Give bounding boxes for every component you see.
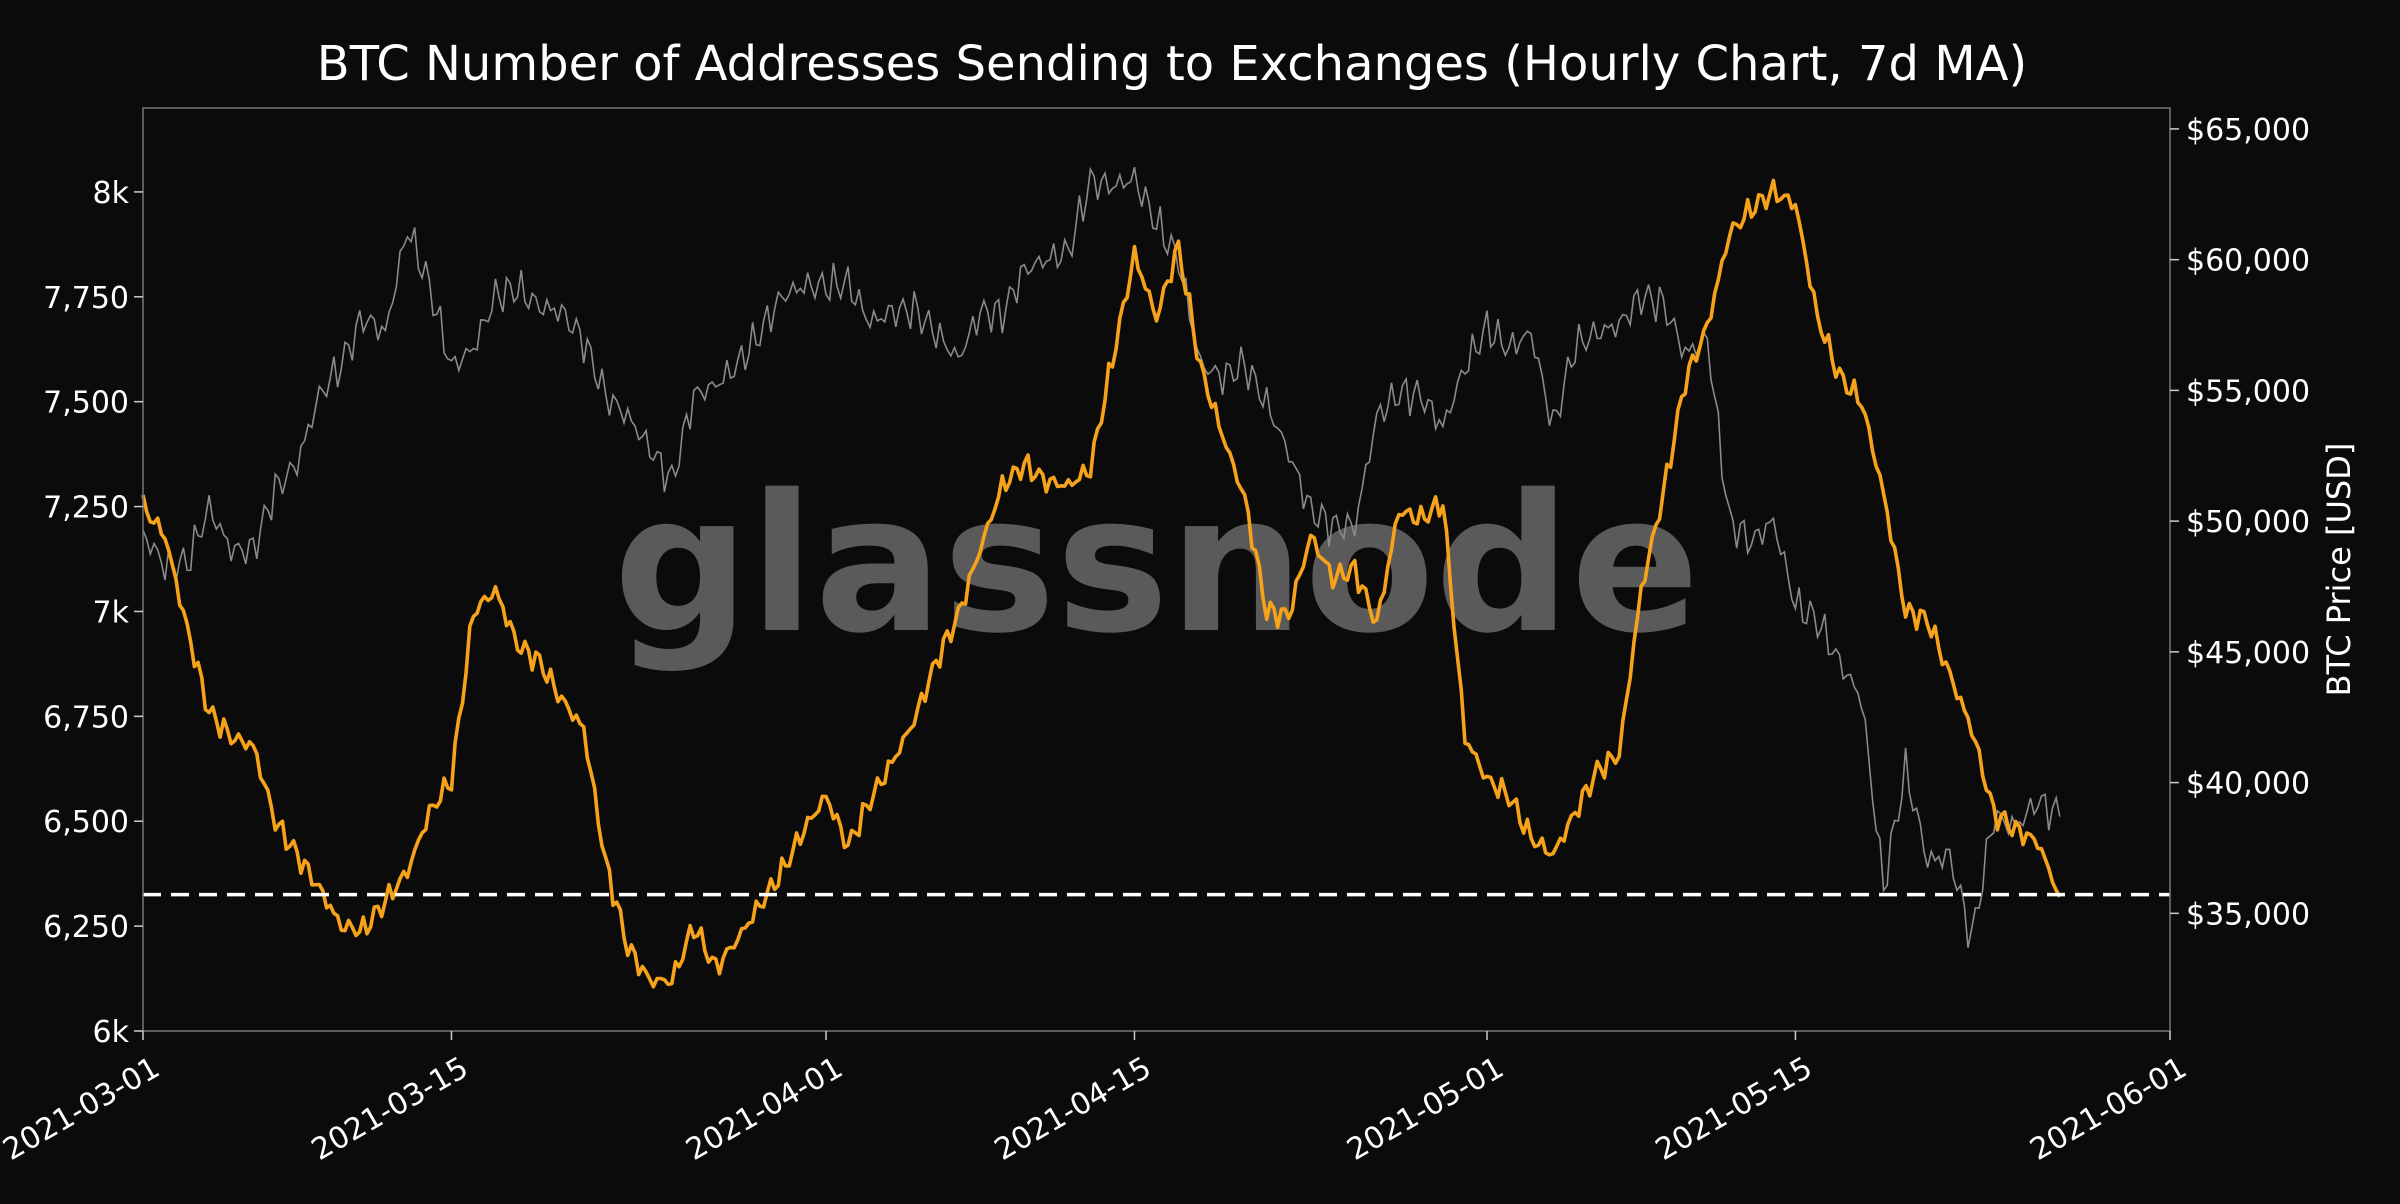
right-axis-tick-label: $35,000	[2186, 897, 2310, 932]
right-axis-tick-label: $60,000	[2186, 244, 2310, 279]
left-axis-tick-label: 7k	[93, 595, 130, 630]
left-axis-tick-label: 6,500	[43, 805, 129, 840]
left-axis-tick-label: 6,250	[43, 910, 129, 945]
left-axis-tick-label: 7,750	[43, 281, 129, 316]
left-axis-tick-label: 7,250	[43, 491, 129, 526]
right-axis-tick-label: $45,000	[2186, 636, 2310, 671]
addresses-line	[141, 178, 2062, 989]
right-axis-tick-label: $65,000	[2186, 113, 2310, 148]
right-axis-tick-label: $40,000	[2186, 767, 2310, 802]
plot-frame	[142, 107, 2171, 1032]
right-axis-label: BTC Price [USD]	[2320, 443, 2358, 697]
chart-title: BTC Number of Addresses Sending to Excha…	[317, 36, 2027, 92]
left-axis-tick-label: 8k	[93, 176, 130, 211]
watermark-text: glassnode	[613, 454, 1699, 675]
btc-price-line	[142, 166, 2061, 948]
right-axis-tick-label: $55,000	[2186, 374, 2310, 409]
left-axis-tick-label: 6,750	[43, 700, 129, 735]
left-axis-tick-label: 6k	[93, 1015, 130, 1050]
right-axis-tick-label: $50,000	[2186, 505, 2310, 540]
left-axis-tick-label: 7,500	[43, 386, 129, 421]
